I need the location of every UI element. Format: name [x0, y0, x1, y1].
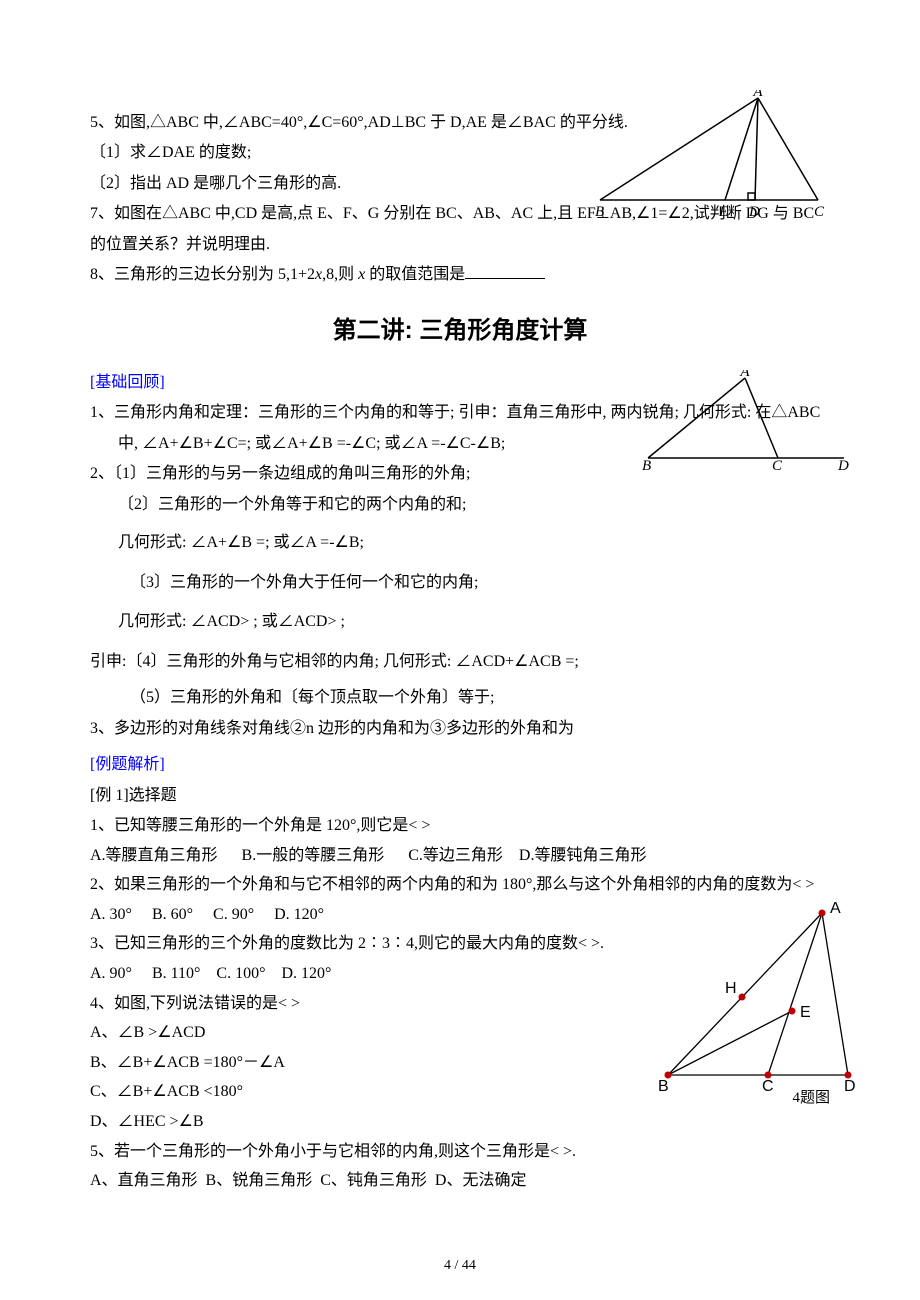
- svg-text:C: C: [814, 204, 825, 220]
- lecture-title: 第二讲: 三角形角度计算: [90, 308, 830, 354]
- problem-8-end: 的取值范围是: [365, 266, 465, 283]
- page-number: 4 / 44: [0, 1253, 920, 1280]
- svg-text:B: B: [658, 1078, 669, 1095]
- svg-text:D: D: [844, 1078, 856, 1095]
- svg-text:A: A: [752, 90, 763, 100]
- triangle-diagram-q4: A B C D H E: [650, 895, 860, 1095]
- example-q1-choices: A.等腰直角三角形 B.一般的等腰三角形 C.等边三角形 D.等腰钝角三角形: [90, 841, 830, 871]
- basics-5: （5）三角形的外角和〔每个顶点取一个外角〕等于;: [90, 683, 830, 713]
- figure-4-caption: 4题图: [792, 1084, 830, 1113]
- fill-in-blank: [465, 278, 545, 279]
- basics-3: 3、多边形的对角线条对角线②n 边形的内角和为③多边形的外角和为: [90, 714, 830, 744]
- svg-text:C: C: [762, 1078, 774, 1095]
- basics-2-2: 〔2〕三角形的一个外角等于和它的两个内角的和;: [90, 490, 830, 520]
- example-1-header: [例 1]选择题: [90, 781, 830, 811]
- svg-text:E: E: [800, 1004, 811, 1021]
- basics-2-3: 〔3〕三角形的一个外角大于任何一个和它的内角;: [90, 568, 830, 598]
- svg-text:C: C: [772, 458, 783, 470]
- svg-text:E: E: [718, 204, 728, 220]
- example-q5: 5、若一个三角形的一个外角小于与它相邻的内角,则这个三角形是< >.: [90, 1137, 830, 1167]
- svg-text:A: A: [739, 370, 750, 380]
- example-q1: 1、已知等腰三角形的一个外角是 120°,则它是< >: [90, 811, 830, 841]
- example-q4-d: D、∠HEC >∠B: [90, 1107, 830, 1137]
- problem-8-post: ,8,则: [322, 266, 358, 283]
- triangle-diagram-exterior-angle: A B C D: [640, 370, 850, 470]
- svg-text:D: D: [837, 458, 849, 470]
- example-q5-choices: A、直角三角形 B、锐角三角形 C、钝角三角形 D、无法确定: [90, 1166, 830, 1196]
- svg-text:B: B: [595, 204, 604, 220]
- problem-8-pre: 8、三角形的三边长分别为 5,1+2: [90, 266, 315, 283]
- svg-text:D: D: [748, 204, 760, 220]
- svg-text:H: H: [725, 980, 737, 997]
- svg-text:B: B: [642, 458, 651, 470]
- section-examples-header: [例题解析]: [90, 750, 830, 780]
- problem-8: 8、三角形的三边长分别为 5,1+2x,8,则 x 的取值范围是: [90, 260, 830, 290]
- basics-2-geom2: 几何形式: ∠ACD> ; 或∠ACD> ;: [90, 607, 830, 637]
- svg-text:A: A: [830, 900, 841, 917]
- basics-4: 引申:〔4〕三角形的外角与它相邻的内角; 几何形式: ∠ACD+∠ACB =;: [90, 647, 830, 677]
- basics-2-geom1: 几何形式: ∠A+∠B =; 或∠A =-∠B;: [90, 528, 830, 558]
- triangle-diagram-abc-aed: A B E D C: [590, 90, 830, 220]
